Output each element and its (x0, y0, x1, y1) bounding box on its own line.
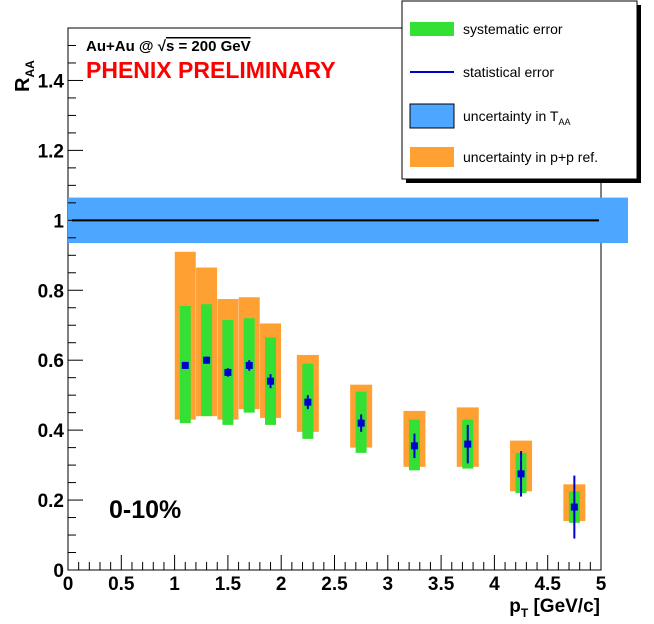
data-point (570, 503, 578, 511)
y-tick-label: 0.2 (38, 491, 64, 512)
x-tick-label: 1 (169, 574, 180, 595)
collision-label: Au+Au @ √s = 200 GeV (86, 38, 251, 55)
x-axis-title-main: p (509, 596, 521, 617)
y-tick-label: 0.6 (38, 351, 64, 372)
phenix-preliminary-label: PHENIX PRELIMINARY (86, 57, 336, 83)
data-point (245, 361, 253, 369)
y-axis-title-sub: AA (23, 60, 37, 78)
data-point (464, 440, 472, 448)
y-tick-label: 1.4 (38, 71, 65, 92)
x-axis-title-rest: [GeV/c] (528, 596, 600, 617)
y-tick-label: 1 (53, 211, 64, 232)
y-tick-label: 1.2 (38, 141, 64, 162)
x-axis-title: pT [GeV/c] (509, 596, 600, 620)
y-axis-title-main: R (12, 77, 34, 92)
y-tick-label: 0.8 (38, 281, 64, 302)
y-tick-label: 0 (53, 561, 64, 582)
centrality-label: 0-10% (109, 496, 181, 524)
data-point (181, 361, 189, 369)
x-tick-label: 4.5 (534, 574, 561, 595)
data-point (203, 356, 211, 364)
data-point (304, 398, 312, 406)
legend-label-taa-main: uncertainty in T (463, 108, 559, 124)
collision-suffix: s = 200 GeV (166, 38, 251, 55)
legend-label-taa: uncertainty in TAA (463, 108, 570, 127)
legend-label-taa-sub: AA (558, 117, 570, 127)
collision-prefix: Au+Au @ (86, 38, 158, 55)
legend-swatch-taa (409, 103, 455, 129)
x-tick-label: 0 (63, 574, 74, 595)
legend: systematic error statistical error uncer… (401, 0, 641, 183)
legend-swatch-pp-ref (410, 147, 454, 167)
x-tick-label: 4 (489, 574, 500, 595)
legend-swatch-systematic (410, 22, 454, 36)
x-tick-label: 1.5 (215, 574, 242, 595)
data-point (517, 470, 525, 478)
x-axis-title-sub: T (521, 606, 529, 620)
x-tick-label: 3.5 (428, 574, 455, 595)
y-axis-title: RAA (12, 60, 37, 92)
x-tick-label: 5 (596, 574, 607, 595)
y-tick-label: 0.4 (38, 421, 65, 442)
legend-label-systematic: systematic error (463, 21, 563, 37)
data-point (410, 442, 418, 450)
data-point (224, 368, 232, 376)
data-point (267, 377, 275, 385)
legend-label-statistical: statistical error (463, 64, 554, 80)
x-tick-label: 2 (276, 574, 287, 595)
sqrt-symbol: √ (158, 38, 167, 55)
legend-label-pp-ref: uncertainty in p+p ref. (463, 149, 598, 165)
x-tick-label: 0.5 (108, 574, 135, 595)
x-tick-label: 3 (383, 574, 394, 595)
data-point (357, 419, 365, 427)
x-tick-label: 2.5 (321, 574, 348, 595)
